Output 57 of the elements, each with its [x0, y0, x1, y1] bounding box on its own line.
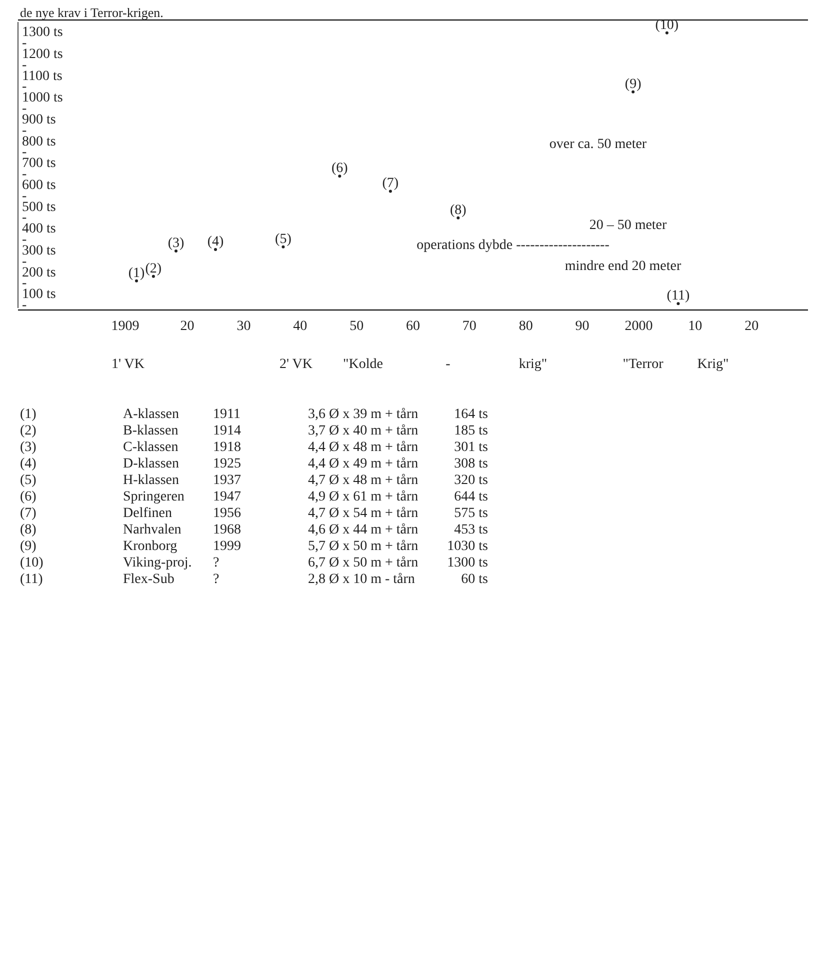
annotation: 20 – 50 meter	[589, 218, 668, 234]
y-tick-label: 1000 ts	[22, 90, 63, 106]
series-label: (8)	[450, 202, 467, 218]
x-tick-label: 80	[518, 319, 533, 334]
x-tick-label: 2000	[624, 319, 653, 334]
series-label: (11)	[666, 288, 690, 304]
text: (6) Springeren 1947 4,9 Ø x 61 m + tårn 644 ts	[20, 490, 488, 504]
y-tick-label: 800 ts	[22, 134, 56, 150]
text: (9) Kronborg 1999 5,7 Ø x 50 m + tårn 1030 ts	[20, 539, 488, 554]
annotation: operations dybde --------------------	[416, 238, 610, 254]
y-tick-label: 1100 ts	[22, 68, 62, 84]
y-tick-label: 1300 ts	[22, 25, 63, 40]
x-tick-label: 20	[744, 319, 759, 334]
text: (8) Narhvalen 1968 4,6 Ø x 44 m + tårn 453 ts	[20, 522, 488, 538]
series-label: (1)	[128, 266, 145, 281]
text: (10) Viking-proj. ? 6,7 Ø x 50 m + tårn 1300 ts	[20, 556, 488, 570]
x-tick-label: 50	[350, 319, 364, 334]
y-tick-label: 700 ts	[22, 156, 56, 172]
x-tick-label: 90	[575, 319, 590, 334]
x-tick-label: 60	[406, 319, 420, 334]
series-label: (3)	[168, 236, 184, 252]
x-tick-label: 70	[462, 319, 476, 334]
y-tick-label: 200 ts	[22, 265, 56, 280]
text: (1) A-klassen 1911 3,6 Ø x 39 m + tårn 164 ts	[20, 407, 488, 422]
text: "Terror	[622, 357, 664, 372]
text: (3) C-klassen 1918 4,4 Ø x 48 m + tårn 301 ts	[20, 440, 488, 455]
y-tick-label: 400 ts	[22, 222, 56, 237]
series-label: (2)	[145, 261, 162, 276]
series-label: (4)	[207, 234, 224, 250]
x-tick-label: 1909	[111, 319, 140, 334]
x-tick-label: 30	[236, 319, 251, 334]
x-tick-label: 40	[293, 319, 308, 334]
text: 1' VK	[112, 357, 144, 372]
text: (11) Flex-Sub ? 2,8 Ø x 10 m - tårn 60 ts	[20, 572, 488, 587]
annotation: over ca. 50 meter	[549, 137, 647, 152]
x-tick-label: 20	[180, 319, 194, 334]
series-label: (7)	[382, 176, 399, 192]
y-tick-label: 300 ts	[22, 243, 56, 258]
text: (7) Delfinen 1956 4,7 Ø x 54 m + tårn 575 ts	[20, 506, 488, 521]
text: Krig"	[697, 357, 729, 372]
text: 2' VK	[280, 357, 312, 372]
chart-title: de nye krav i Terror-krigen.	[20, 5, 164, 20]
text: "Kolde	[343, 357, 383, 372]
series-label: (5)	[275, 232, 292, 247]
y-tick-label: 900 ts	[22, 112, 56, 128]
series-label: (6)	[331, 161, 348, 176]
text: (5) H-klassen 1937 4,7 Ø x 48 m + tårn 320 ts	[20, 473, 488, 488]
x-tick-label: 10	[688, 319, 702, 334]
text: -	[446, 357, 451, 372]
annotation: mindre end 20 meter	[564, 259, 682, 274]
text: krig"	[518, 357, 548, 372]
text: (2) B-klassen 1914 3,7 Ø x 40 m + tårn 185 ts	[20, 424, 488, 438]
text: (4) D-klassen 1925 4,4 Ø x 49 m + tårn 308 ts	[20, 456, 488, 472]
y-tick-label: 600 ts	[22, 178, 56, 193]
y-tick-label: 1200 ts	[22, 46, 63, 62]
series-label: (9)	[624, 76, 642, 92]
y-tick-label: 500 ts	[22, 200, 56, 215]
